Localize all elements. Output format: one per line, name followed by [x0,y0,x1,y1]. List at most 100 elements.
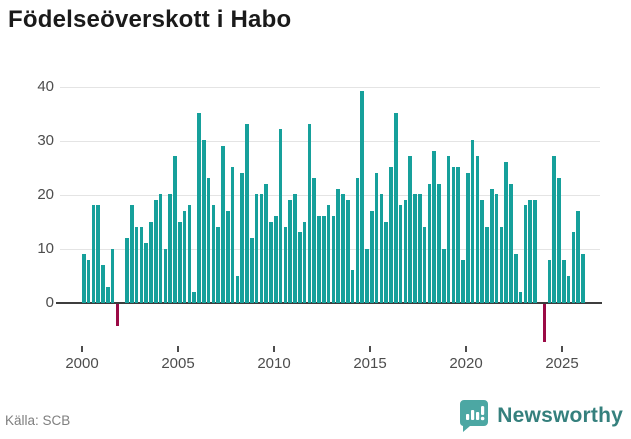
bar-q90-value-9 [514,254,518,303]
bar-q92-value-18 [523,205,528,303]
gridline-30 [60,141,600,142]
x-tick-2025 [561,346,563,352]
bar-q37-value-20 [259,194,264,303]
bar-q67-value-19 [403,199,408,303]
bar-q41-value-32 [278,129,283,303]
bar-q28-value-14 [216,226,220,303]
y-axis-label-40: 40 [37,78,54,95]
bar-q48-value-23 [312,178,316,303]
bar-q51-value-18 [326,205,331,303]
x-tick-2000 [81,346,83,352]
bar-q25-value-30 [202,140,206,303]
x-tick-2005 [177,346,179,352]
bar-q94-value-19 [533,199,537,303]
bar-q35-value-12 [250,237,254,303]
bar-q49-value-16 [317,216,321,303]
bar-q85-value-21 [490,188,494,303]
bar-q98-value-27 [552,156,556,303]
bar-q71-value-14 [422,226,427,303]
bar-q102-value-13 [571,232,576,303]
bar-q31-value-25 [230,167,235,303]
bar-q69-value-20 [413,194,417,303]
bar-q78-value-25 [456,167,460,303]
gridline-20 [60,195,600,196]
bar-q46-value-15 [302,221,307,303]
bar-q40-value-16 [274,216,278,303]
bar-q88-value-26 [504,161,508,303]
bar-q10-value-18 [130,205,134,303]
bar-q91-value-2 [518,292,523,303]
bar-q15-value-19 [154,199,158,303]
bar-q74-value-22 [437,183,441,303]
bar-q24-value-35 [197,112,201,303]
bar-q12-value-14 [139,226,144,303]
bar-q14-value-15 [149,221,153,303]
bar-q3-value-18 [96,205,100,303]
bar-q22-value-18 [187,205,192,303]
bar-q101-value-5 [566,275,571,303]
x-axis-label-2005: 2005 [161,355,195,372]
y-axis-label-0: 0 [45,294,54,311]
bar-q50-value-16 [322,216,326,303]
newsworthy-logo: Newsworthy [459,399,623,432]
bar-q5-value-3 [106,286,110,303]
bar-q75-value-10 [442,248,446,303]
bar-q42-value-14 [283,226,288,303]
bar-q43-value-19 [288,199,292,303]
bar-q38-value-22 [264,183,268,303]
newsworthy-bar-chart-icon [459,399,489,432]
y-axis-label-30: 30 [37,132,54,149]
bar-q87-value-14 [499,226,504,303]
bar-q83-value-19 [480,199,484,303]
bar-q45-value-13 [298,232,302,303]
bar-q82-value-27 [475,156,480,303]
bar-q70-value-20 [418,194,422,303]
bar-q52-value-16 [331,216,336,303]
bar-q44-value-20 [293,194,297,303]
bar-q53-value-21 [336,188,340,303]
bar-q32-value-5 [235,275,240,303]
bar-q84-value-14 [485,226,489,303]
newsworthy-logo-text: Newsworthy [497,403,623,427]
bar-q56-value-6 [350,270,355,303]
bar-q97-value-8 [547,259,552,303]
x-tick-2020 [465,346,467,352]
x-axis-label-2025: 2025 [545,355,579,372]
bar-q26-value-23 [206,178,211,303]
bar-q86-value-20 [494,194,499,303]
bar-q79-value-8 [461,259,465,303]
bar-q59-value-10 [365,248,369,303]
bar-q13-value-11 [144,243,148,303]
bar-q23-value-2 [192,292,196,303]
bar-q30-value-17 [226,210,230,303]
bar-q66-value-18 [398,205,403,303]
bar-q0-value-9 [82,254,86,303]
bar-q2-value-18 [91,205,96,303]
bar-q29-value-29 [221,145,225,303]
bar-q81-value-30 [470,140,475,303]
bar-q1-value-8 [86,259,91,303]
y-axis-label-20: 20 [37,186,54,203]
bar-q4-value-7 [101,264,105,303]
x-tick-2010 [273,346,275,352]
bar-q20-value-15 [178,221,182,303]
x-axis-label-2020: 2020 [449,355,483,372]
bar-q80-value-24 [466,172,470,303]
bar-q77-value-25 [451,167,456,303]
bar-q73-value-28 [432,150,436,303]
gridline-40 [60,87,600,88]
bar-q64-value-25 [389,167,393,303]
x-axis-label-2010: 2010 [257,355,291,372]
bar-q104-value-9 [581,254,585,303]
bar-q60-value-17 [370,210,374,303]
bar-q89-value-22 [509,183,513,303]
bar-q63-value-15 [384,221,388,303]
bar-q16-value-20 [158,194,163,303]
source-label: Källa: SCB [5,413,71,428]
bar-q34-value-33 [245,123,249,303]
bar-q72-value-22 [427,183,432,303]
bar-q47-value-33 [307,123,312,303]
bar-q54-value-20 [341,194,345,303]
bar-q58-value-39 [360,91,364,303]
